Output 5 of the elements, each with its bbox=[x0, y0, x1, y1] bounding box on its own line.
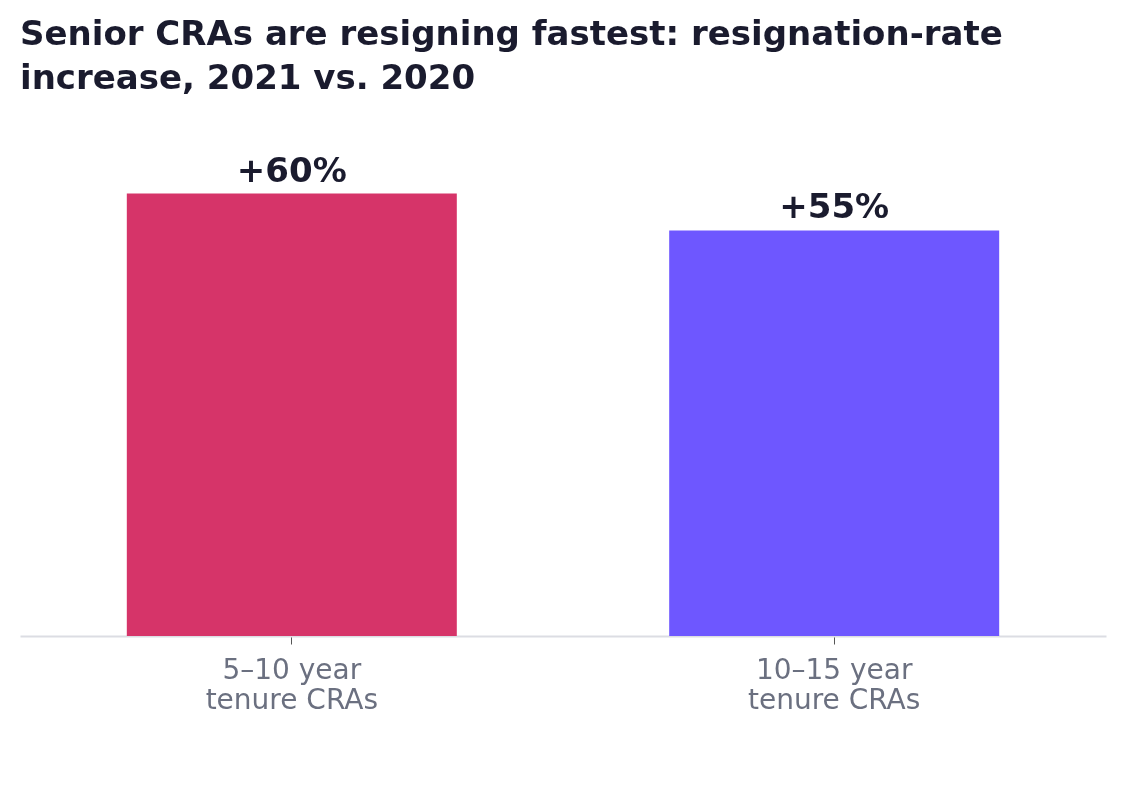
x-tick-label: 10–15 year tenure CRAs bbox=[748, 652, 921, 716]
data-label: +60% bbox=[236, 149, 347, 190]
chart-title: Senior CRAs are resigning fastest: resignation-rate increase, 2021 vs. 2020 bbox=[20, 13, 1003, 97]
data-label: +55% bbox=[779, 186, 890, 227]
x-tick-label: 5–10 year tenure CRAs bbox=[205, 652, 378, 716]
